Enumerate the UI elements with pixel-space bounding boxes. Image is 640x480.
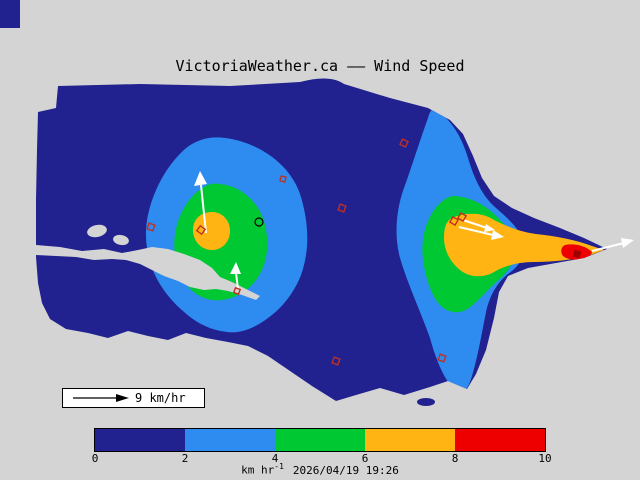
station-marker bbox=[448, 215, 460, 227]
islet bbox=[417, 398, 435, 406]
colorbar bbox=[94, 428, 546, 452]
colorbar-segment-8-10 bbox=[455, 429, 545, 451]
station-marker bbox=[279, 175, 287, 183]
station-marker bbox=[232, 286, 242, 296]
colorbar-tick: 0 bbox=[91, 452, 99, 465]
scale-label: 9 km/hr bbox=[135, 391, 186, 405]
station-marker-filled bbox=[572, 249, 582, 259]
colorbar-timestamp: 2026/04/19 19:26 bbox=[292, 463, 399, 477]
lake bbox=[113, 234, 129, 246]
contour-west-wind-6-8 bbox=[193, 212, 230, 250]
station-marker-circle bbox=[254, 217, 264, 227]
contour-east-wind-6-8 bbox=[444, 213, 604, 277]
colorbar-tick: 2 bbox=[181, 452, 189, 465]
colorbar-unit-exponent: -1 bbox=[274, 462, 284, 471]
map-corner-patch bbox=[0, 0, 20, 28]
colorbar-ticks: 0 2 4 6 8 10 bbox=[91, 452, 552, 465]
scale-arrow bbox=[73, 394, 129, 402]
station-marker bbox=[437, 353, 447, 363]
station-marker bbox=[195, 224, 207, 236]
colorbar-tick: 8 bbox=[451, 452, 459, 465]
wind-arrow-east-2 bbox=[462, 219, 495, 232]
colorbar-segment-2-4 bbox=[185, 429, 275, 451]
colorbar-segment-0-2 bbox=[95, 429, 185, 451]
colorbar-tick: 10 bbox=[538, 452, 552, 465]
colorbar-tick: 6 bbox=[361, 452, 369, 465]
station-marker bbox=[399, 138, 409, 148]
colorbar-caption: km hr-1 2026/04/19 19:26 bbox=[95, 462, 545, 477]
wind-arrow-west-north-small bbox=[230, 262, 241, 290]
station-marker bbox=[146, 222, 156, 232]
colorbar-segment-6-8 bbox=[365, 429, 455, 451]
water-channel bbox=[36, 245, 260, 300]
lake bbox=[87, 224, 107, 238]
station-marker bbox=[337, 203, 347, 213]
wind-arrow-east-point bbox=[591, 238, 634, 252]
colorbar-unit: km hr bbox=[241, 463, 275, 477]
colorbar-tick: 4 bbox=[271, 452, 279, 465]
station-marker bbox=[331, 356, 341, 366]
map-title: VictoriaWeather.ca —— Wind Speed bbox=[175, 57, 465, 75]
colorbar-border bbox=[94, 428, 546, 452]
wind-arrow-east-1 bbox=[458, 226, 504, 240]
wind-scale-legend: 9 km/hr bbox=[62, 388, 205, 408]
wind-arrow-west-north bbox=[194, 171, 207, 234]
colorbar-segment-4-6 bbox=[275, 429, 365, 451]
station-marker bbox=[456, 211, 468, 223]
